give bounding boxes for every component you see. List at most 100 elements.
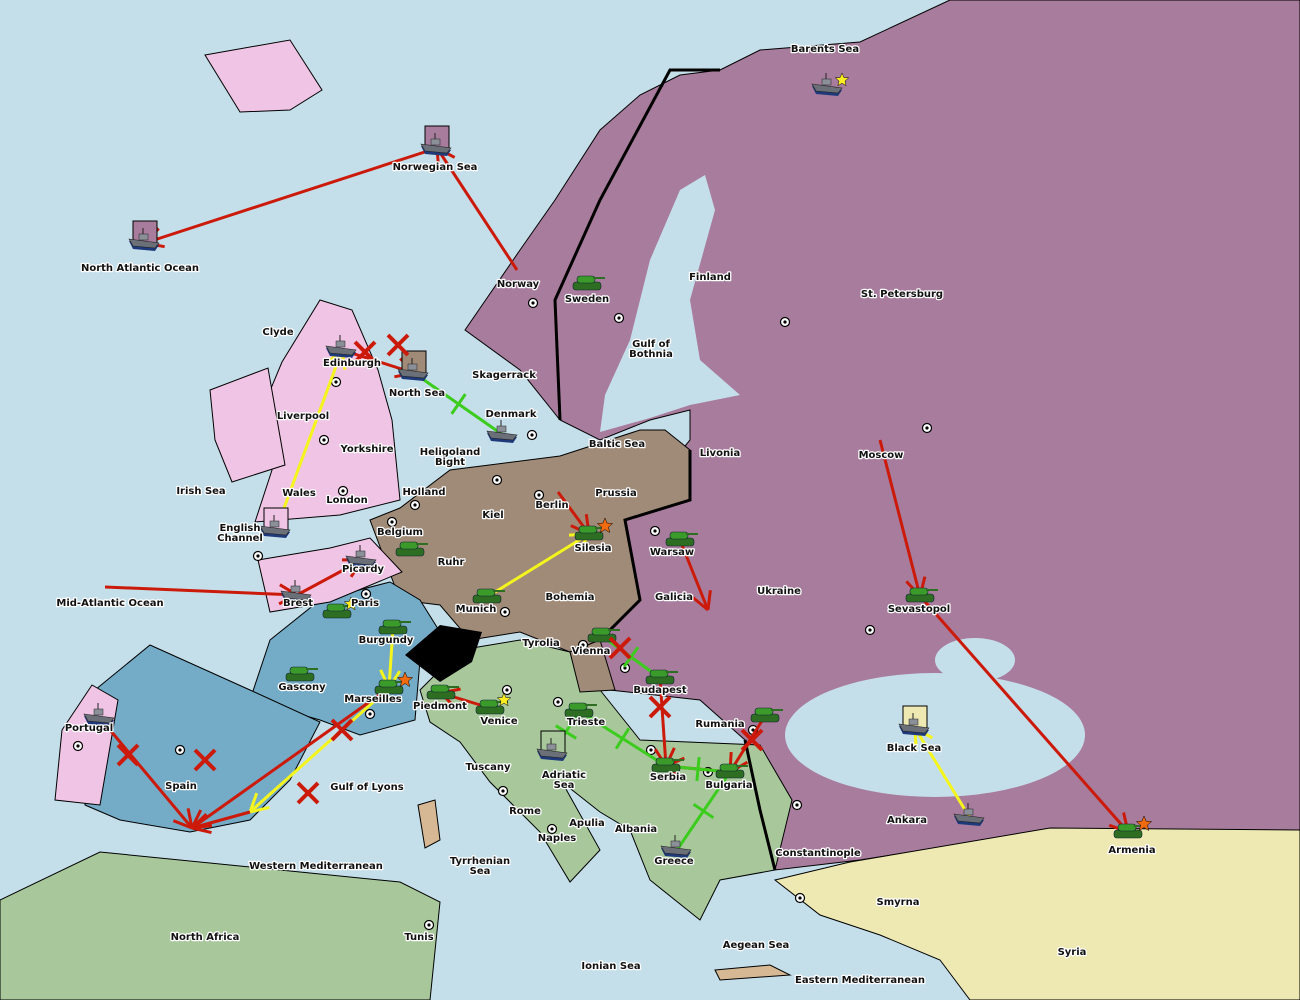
unit-army-vienna[interactable] <box>587 627 620 643</box>
supply-center-icon <box>649 525 661 537</box>
label-greece: Greece <box>654 856 694 867</box>
battleship-icon <box>345 545 377 568</box>
supply-center-icon <box>702 766 714 778</box>
supply-center-icon <box>364 708 376 720</box>
failed-order-x-icon <box>740 728 764 752</box>
black-sea <box>785 673 1085 797</box>
tank-icon <box>645 669 678 685</box>
unit-army-bulgaria[interactable] <box>715 763 748 779</box>
label-mid-atlantic-ocean: Mid-Atlantic Ocean <box>56 598 163 609</box>
star-icon <box>496 692 512 707</box>
label-bohemia: Bohemia <box>546 592 595 603</box>
failed-order-x-icon <box>116 743 140 767</box>
supply-center-icon <box>533 489 545 501</box>
unit-army-burgundy[interactable] <box>378 619 411 635</box>
unit-army-munich[interactable] <box>472 588 505 604</box>
unit-army-budapest[interactable] <box>645 669 678 685</box>
units-layer <box>83 73 1146 858</box>
tank-icon <box>715 763 748 779</box>
unit-army-warsaw[interactable] <box>665 531 698 547</box>
unit-army-silesia[interactable] <box>574 525 607 541</box>
label-english-channel: English Channel <box>217 523 263 544</box>
supply-center-icon <box>337 485 349 497</box>
label-norway: Norway <box>497 279 540 290</box>
unit-fleet-portugal[interactable] <box>83 703 115 726</box>
unit-fleet-greece[interactable] <box>660 835 692 858</box>
battleship-icon <box>128 228 160 251</box>
label-brest: Brest <box>283 598 313 609</box>
order-arrow-failed <box>98 717 194 830</box>
unit-fleet-north-sea[interactable] <box>397 350 429 381</box>
unit-army-trieste[interactable] <box>564 702 597 718</box>
label-rumania: Rumania <box>695 719 744 730</box>
region-iceland[interactable] <box>204 39 323 113</box>
unit-fleet-edinburgh[interactable] <box>325 335 357 358</box>
label-western-mediterranean: Western Mediterranean <box>249 861 383 872</box>
region-turkey-south[interactable] <box>773 827 1300 1000</box>
battleship-icon <box>83 703 115 726</box>
unit-army-serbia[interactable] <box>651 757 684 773</box>
unit-army-sweden[interactable] <box>572 275 605 291</box>
label-london: London <box>326 495 368 506</box>
label-tyrrhenian-sea: Tyrrhenian Sea <box>450 856 510 877</box>
unit-fleet-brest[interactable] <box>280 580 312 603</box>
unit-fleet-picardy[interactable] <box>345 545 377 568</box>
label-armenia: Armenia <box>1108 845 1155 856</box>
unit-army-rumania[interactable] <box>750 707 783 723</box>
label-paris: Paris <box>351 598 379 609</box>
label-ukraine: Ukraine <box>757 586 801 597</box>
label-heligoland-bight: Heligoland Bight <box>420 447 481 468</box>
unit-fleet-black-sea[interactable] <box>898 705 930 736</box>
unit-army-armenia[interactable] <box>1113 823 1146 839</box>
tank-icon <box>665 531 698 547</box>
markers-layer <box>116 72 1153 832</box>
tank-icon <box>378 619 411 635</box>
unit-army-paris[interactable] <box>322 603 355 619</box>
label-eastern-mediterranean: Eastern Mediterranean <box>795 975 925 986</box>
region-iberia[interactable] <box>84 644 321 833</box>
label-denmark: Denmark <box>486 409 537 420</box>
label-finland: Finland <box>689 272 731 283</box>
unit-army-marseilles[interactable] <box>374 679 407 695</box>
unit-army-sevastopol[interactable] <box>905 587 938 603</box>
order-arrow-support <box>675 771 732 851</box>
label-wales: Wales <box>282 488 316 499</box>
supply-center-icon <box>497 785 509 797</box>
region-ireland[interactable] <box>209 367 286 483</box>
unit-fleet-adriatic-sea[interactable] <box>536 730 568 761</box>
unit-fleet-english-channel[interactable] <box>259 507 291 538</box>
label-berlin: Berlin <box>535 500 568 511</box>
label-kiel: Kiel <box>482 510 503 521</box>
supply-center-icon <box>174 744 186 756</box>
unit-army-gascony[interactable] <box>285 666 318 682</box>
label-ionian-sea: Ionian Sea <box>581 961 640 972</box>
label-baltic-sea: Baltic Sea <box>589 439 645 450</box>
failed-order-x-icon <box>193 748 217 772</box>
label-serbia: Serbia <box>650 772 686 783</box>
unit-fleet-barents-sea[interactable] <box>811 73 843 96</box>
tank-icon <box>750 707 783 723</box>
unit-fleet-denmark[interactable] <box>486 420 518 443</box>
unit-fleet-ankara[interactable] <box>953 803 985 826</box>
label-vienna: Vienna <box>572 646 611 657</box>
unit-fleet-norwegian-sea[interactable] <box>420 125 452 156</box>
order-arrow-move <box>248 686 390 814</box>
unit-army-piedmont[interactable] <box>426 684 459 700</box>
label-edinburgh: Edinburgh <box>323 358 381 369</box>
border-line <box>743 739 777 871</box>
star-icon <box>834 72 850 87</box>
region-vienna[interactable] <box>569 639 616 693</box>
unit-fleet-north-atlantic-ocean[interactable] <box>128 220 160 251</box>
battleship-icon <box>420 133 452 156</box>
order-arrow-support <box>578 709 667 768</box>
supply-center-icon <box>409 499 421 511</box>
unit-army-belgium[interactable] <box>395 541 428 557</box>
battleship-icon <box>325 335 357 358</box>
region-north-africa[interactable] <box>0 851 441 1000</box>
supply-center-icon <box>779 316 791 328</box>
explosion-icon <box>1135 815 1153 832</box>
supply-center-icon <box>619 662 631 674</box>
label-ruhr: Ruhr <box>438 557 465 568</box>
